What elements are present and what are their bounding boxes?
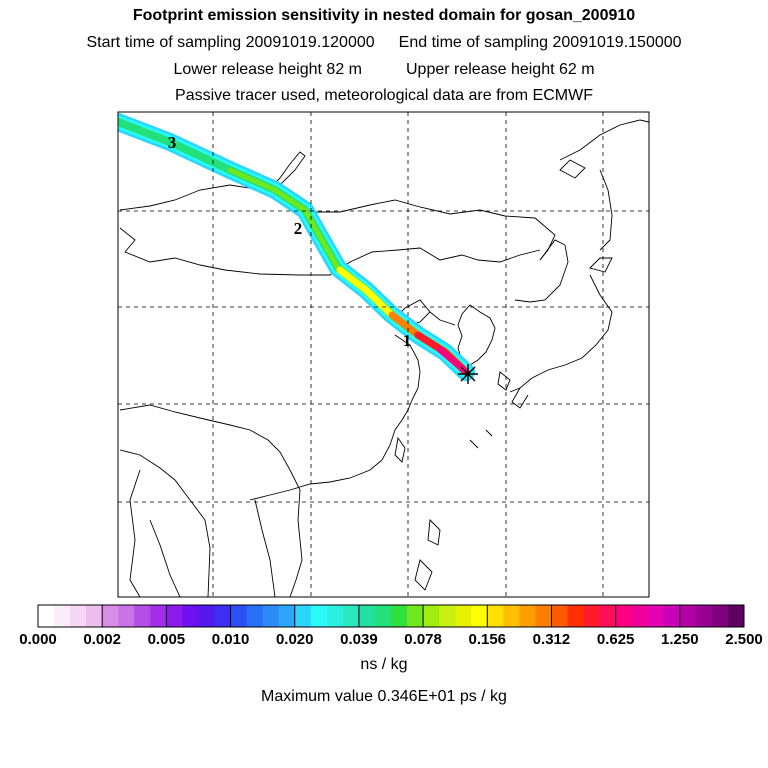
colorbar-cell: [230, 605, 247, 627]
colorbar-cell: [487, 605, 504, 627]
colorbar-cell: [310, 605, 328, 627]
colorbar-cell: [198, 605, 215, 627]
colorbar-cell: [54, 605, 71, 627]
graticule: [118, 112, 649, 597]
colorbar: [37, 604, 745, 628]
colorbar-label: 0.020: [275, 631, 314, 648]
colorbar-cell: [102, 605, 119, 627]
colorbar-cell: [358, 605, 376, 627]
colorbar-cell: [262, 605, 280, 627]
day-marker-1: 1: [403, 331, 412, 350]
colorbar-cell: [278, 605, 296, 627]
colorbar-cell: [615, 605, 633, 627]
colorbar-cell: [246, 605, 264, 627]
colorbar-label: 0.312: [532, 631, 571, 648]
emission-sensitivity-plume: [118, 113, 475, 381]
colorbar-label: 0.156: [468, 631, 507, 648]
colorbar-cell: [727, 605, 745, 627]
colorbar-cell: [342, 605, 360, 627]
lower-release-height: Lower release height 82 m: [173, 61, 362, 78]
colorbar-units: ns / kg: [360, 656, 408, 673]
colorbar-cell: [455, 605, 472, 627]
colorbar-cell: [567, 605, 584, 627]
colorbar-cell: [326, 605, 344, 627]
end-sampling-time: End time of sampling 20091019.150000: [398, 34, 682, 51]
colorbar-cell: [599, 605, 617, 627]
release-heights: Lower release height 82 m Upper release h…: [0, 61, 768, 79]
colorbar-cell: [166, 605, 183, 627]
sampling-times: Start time of sampling 20091019.120000 En…: [0, 34, 768, 52]
colorbar-cell: [182, 605, 199, 627]
day-marker-2: 2: [294, 219, 303, 238]
plot-title: Footprint emission sensitivity in nested…: [132, 7, 636, 24]
colorbar-label: 0.078: [404, 631, 442, 648]
colorbar-label: 0.000: [19, 631, 57, 648]
colorbar-cell: [423, 605, 440, 627]
colorbar-cell: [695, 605, 713, 627]
colorbar-cell: [86, 605, 103, 627]
map-border: [117, 111, 650, 598]
colorbar-cell: [439, 605, 456, 627]
colorbar-cell: [679, 605, 697, 627]
colorbar-cell: [647, 605, 665, 627]
colorbar-label: 0.625: [596, 631, 635, 648]
colorbar-label: 0.005: [147, 631, 186, 648]
colorbar-label: 0.002: [83, 631, 121, 648]
colorbar-cell: [535, 605, 552, 627]
colorbar-cell: [134, 605, 151, 627]
receptor-star-icon: [458, 364, 478, 384]
colorbar-cell: [214, 605, 231, 627]
upper-release-height: Upper release height 62 m: [406, 61, 595, 78]
colorbar-cell: [663, 605, 681, 627]
colorbar-ticks: [37, 605, 745, 627]
footprint-map: 1 2 3: [117, 111, 650, 598]
colorbar-label: 0.010: [211, 631, 250, 648]
colorbar-cell: [150, 605, 167, 627]
colorbar-cell: [471, 605, 488, 627]
tracer-note: Passive tracer used, meteorological data…: [175, 87, 593, 104]
colorbar-label: 2.500: [725, 631, 763, 648]
colorbar-cell: [503, 605, 520, 627]
colorbar-cell: [118, 605, 135, 627]
colorbar-cell: [294, 605, 312, 627]
colorbar-label: 0.039: [340, 631, 378, 648]
colorbar-cell: [38, 605, 55, 627]
colorbar-cell: [519, 605, 536, 627]
colorbar-cell: [583, 605, 600, 627]
colorbar-label: 1.250: [661, 631, 699, 648]
maximum-value: Maximum value 0.346E+01 ps / kg: [261, 688, 507, 705]
colorbar-cell: [70, 605, 87, 627]
day-marker-3: 3: [168, 133, 177, 152]
colorbar-cell: [391, 605, 408, 627]
colorbar-cell: [407, 605, 424, 627]
colorbar-cell: [711, 605, 729, 627]
coastlines: [119, 119, 649, 597]
colorbar-cell: [551, 605, 568, 627]
colorbar-cell: [631, 605, 649, 627]
colorbar-cells: [38, 605, 745, 627]
map-frame: [118, 112, 649, 597]
start-sampling-time: Start time of sampling 20091019.120000: [86, 34, 375, 51]
colorbar-cell: [374, 605, 392, 627]
